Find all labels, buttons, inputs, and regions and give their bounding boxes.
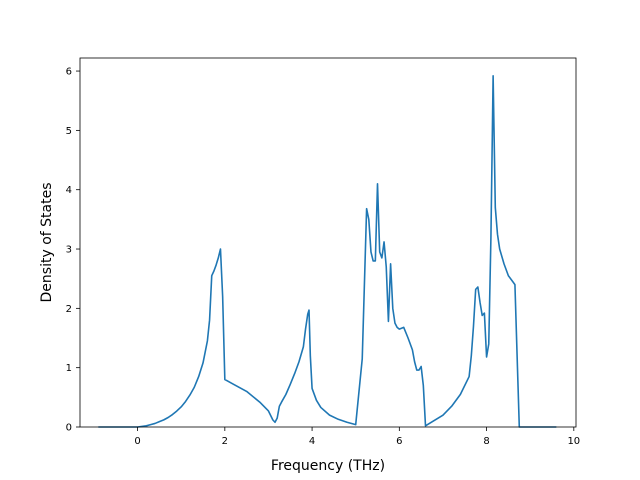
y-axis-ticks: 0 1 2 3 4 5 6 <box>66 67 80 434</box>
series-layer <box>98 75 557 428</box>
x-axis-label: Frequency (THz) <box>271 458 385 474</box>
y-tick-label: 6 <box>66 67 72 78</box>
y-tick-label: 0 <box>66 423 72 434</box>
x-tick-label: 2 <box>222 436 228 447</box>
y-tick-label: 5 <box>66 126 72 137</box>
x-axis-ticks: 0 2 4 6 8 10 <box>134 427 580 447</box>
dos-series-line-0 <box>98 75 557 428</box>
x-tick-label: 0 <box>134 436 140 447</box>
y-axis-label: Density of States <box>39 183 55 303</box>
x-tick-label: 6 <box>396 436 402 447</box>
plot-background <box>80 58 576 427</box>
y-tick-label: 4 <box>66 185 72 196</box>
y-tick-label: 1 <box>66 363 72 374</box>
x-tick-label: 8 <box>483 436 489 447</box>
x-tick-label: 4 <box>309 436 315 447</box>
y-tick-label: 2 <box>66 304 72 315</box>
x-tick-label: 10 <box>567 436 580 447</box>
y-tick-label: 3 <box>66 245 72 256</box>
plot-frame <box>79 57 577 428</box>
